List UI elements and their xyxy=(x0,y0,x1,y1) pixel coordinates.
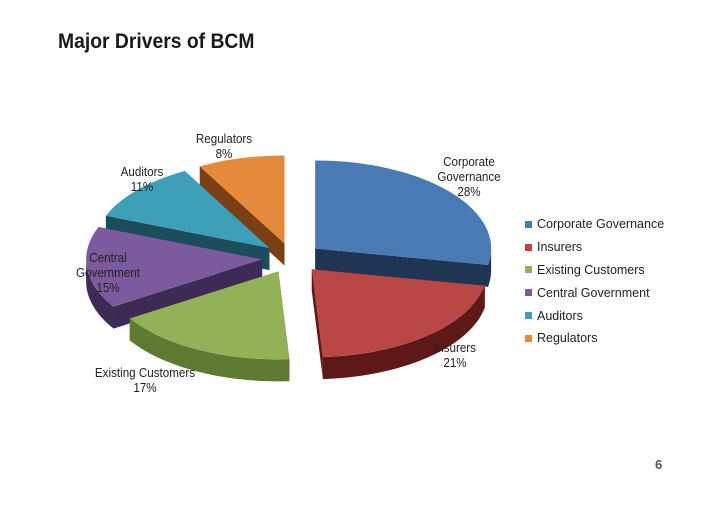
legend-label: Auditors xyxy=(537,308,583,323)
legend-swatch xyxy=(525,266,532,274)
legend-label: Insurers xyxy=(537,240,583,255)
legend-item: Auditors xyxy=(525,304,664,327)
slice-label-insurers: Insurers 21% xyxy=(413,341,497,371)
legend-item: Regulators xyxy=(525,327,664,350)
slice-label-percent: 8% xyxy=(215,147,233,161)
page-number: 6 xyxy=(655,457,663,472)
slice-label-name: Auditors xyxy=(120,165,164,179)
slice-label-central-government: Central Government 15% xyxy=(62,251,155,296)
slide-title: Major Drivers of BCM xyxy=(58,30,255,53)
slice-label-percent: 21% xyxy=(443,356,467,370)
slice-label-regulators: Regulators 8% xyxy=(176,132,273,162)
legend-label: Central Government xyxy=(537,285,650,300)
legend-swatch xyxy=(525,334,532,342)
slice-label-name: Government xyxy=(76,266,140,280)
slice-label-percent: 28% xyxy=(457,185,481,199)
legend-label: Corporate Governance xyxy=(537,217,665,232)
pie-slice-central-government xyxy=(86,227,263,329)
slice-label-name: Governance xyxy=(437,170,501,184)
legend-swatch xyxy=(525,289,532,297)
slice-label-name: Existing Customers xyxy=(94,366,196,380)
legend-label: Regulators xyxy=(537,331,598,346)
pie-slice-existing-customers xyxy=(129,271,290,382)
slice-label-percent: 17% xyxy=(133,381,157,395)
legend-item: Corporate Governance xyxy=(525,213,664,236)
pie-slice-insurers xyxy=(311,269,485,380)
slice-label-corporate-governance: Corporate Governance 28% xyxy=(414,155,524,200)
legend-swatch xyxy=(525,243,532,251)
slice-label-auditors: Auditors 11% xyxy=(96,165,189,195)
legend-item: Existing Customers xyxy=(525,259,664,282)
slice-label-name: Corporate xyxy=(443,155,495,169)
slice-label-existing-customers: Existing Customers 17% xyxy=(75,366,215,396)
pie-slice-regulators xyxy=(199,155,285,266)
slice-label-percent: 11% xyxy=(130,180,154,194)
legend-swatch xyxy=(525,220,532,228)
legend-item: Insurers xyxy=(525,236,664,259)
slice-label-percent: 15% xyxy=(96,281,120,295)
legend-swatch xyxy=(525,312,532,320)
legend-label: Existing Customers xyxy=(537,262,645,277)
slice-label-name: Central xyxy=(89,251,127,265)
slice-label-name: Regulators xyxy=(195,132,253,146)
legend-item: Central Government xyxy=(525,281,664,304)
chart-legend: Corporate Governance Insurers Existing Cus… xyxy=(525,213,664,350)
pie-slice-corporate-governance xyxy=(315,160,492,287)
slice-label-name: Insurers xyxy=(434,341,476,355)
